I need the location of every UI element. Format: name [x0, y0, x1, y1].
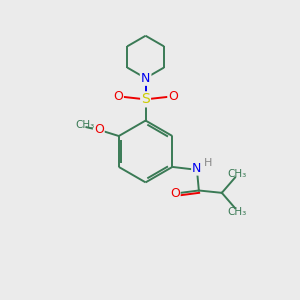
Text: CH₃: CH₃	[227, 207, 246, 217]
Text: N: N	[141, 72, 150, 85]
Text: CH₃: CH₃	[75, 120, 94, 130]
Text: N: N	[192, 162, 202, 175]
Text: N: N	[141, 72, 150, 85]
Text: CH₃: CH₃	[227, 169, 246, 179]
Text: O: O	[113, 90, 123, 103]
Text: O: O	[94, 123, 104, 136]
Text: S: S	[141, 92, 150, 106]
Text: O: O	[170, 187, 180, 200]
Text: H: H	[203, 158, 212, 168]
Text: O: O	[168, 90, 178, 103]
